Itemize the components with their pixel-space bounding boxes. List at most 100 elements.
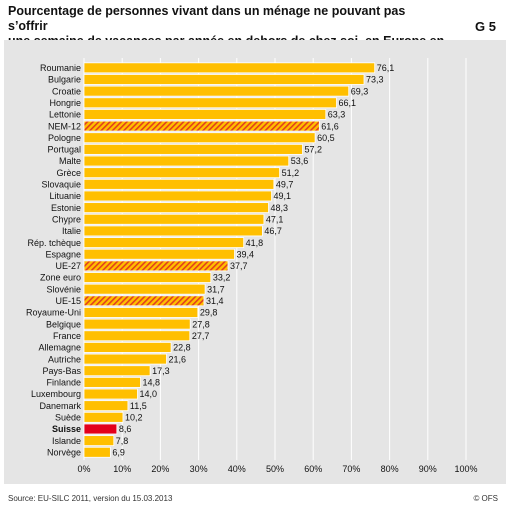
category-label: Malte bbox=[59, 156, 81, 166]
x-tick-label: 70% bbox=[342, 464, 360, 474]
bar bbox=[83, 272, 212, 283]
x-tick-label: 90% bbox=[419, 464, 437, 474]
bar bbox=[83, 283, 206, 295]
value-label: 27,8 bbox=[192, 319, 210, 329]
category-label: Roumanie bbox=[40, 63, 81, 73]
value-label: 31,4 bbox=[206, 296, 224, 306]
bar bbox=[83, 213, 265, 225]
category-label: Finlande bbox=[46, 378, 81, 388]
category-label: Rép. tchèque bbox=[27, 238, 81, 248]
category-label: UE-15 bbox=[55, 296, 81, 306]
bar bbox=[83, 318, 191, 330]
category-label: Royaume-Uni bbox=[26, 308, 81, 318]
category-label: Belgique bbox=[46, 319, 81, 329]
value-label: 41,8 bbox=[246, 238, 264, 248]
value-label: 53,6 bbox=[291, 156, 309, 166]
category-label: Estonie bbox=[51, 203, 81, 213]
bar bbox=[83, 353, 167, 365]
category-label: Pologne bbox=[48, 133, 81, 143]
title-line-1: Pourcentage de personnes vivant dans un … bbox=[8, 4, 406, 33]
bar bbox=[83, 178, 275, 190]
value-label: 14,8 bbox=[143, 378, 161, 388]
bar bbox=[83, 74, 365, 85]
value-label: 33,2 bbox=[213, 273, 231, 283]
x-tick-label: 100% bbox=[454, 464, 477, 474]
x-tick-label: 60% bbox=[304, 464, 322, 474]
category-label: Suède bbox=[55, 413, 81, 423]
bar bbox=[83, 260, 229, 272]
bar bbox=[83, 167, 280, 179]
bar bbox=[83, 330, 191, 342]
bar bbox=[83, 435, 115, 447]
value-label: 49,7 bbox=[276, 180, 294, 190]
bar bbox=[83, 376, 141, 388]
category-label: France bbox=[53, 331, 81, 341]
value-label: 66,1 bbox=[339, 98, 357, 108]
value-label: 73,3 bbox=[366, 75, 384, 85]
bar bbox=[83, 411, 124, 423]
x-tick-label: 80% bbox=[381, 464, 399, 474]
value-label: 47,1 bbox=[266, 214, 284, 224]
value-label: 51,2 bbox=[282, 168, 300, 178]
category-label: Danemark bbox=[39, 401, 81, 411]
bar bbox=[83, 97, 337, 109]
bar-chart: Roumanie 76,1 Bulgarie 73,3 Croatie 69,3 Hongr… bbox=[26, 58, 478, 474]
bar bbox=[83, 225, 263, 237]
copyright-note: © OFS bbox=[473, 494, 498, 503]
value-label: 61,6 bbox=[321, 121, 339, 131]
category-label: Autriche bbox=[48, 354, 81, 364]
value-label: 37,7 bbox=[230, 261, 248, 271]
bar bbox=[83, 109, 327, 120]
value-label: 8,6 bbox=[119, 424, 132, 434]
category-label: Zone euro bbox=[40, 273, 81, 283]
bar bbox=[83, 388, 138, 400]
value-label: 39,4 bbox=[237, 249, 255, 259]
value-label: 21,6 bbox=[169, 354, 187, 364]
category-label: Hongrie bbox=[49, 98, 81, 108]
value-label: 10,2 bbox=[125, 413, 143, 423]
category-label: UE-27 bbox=[55, 261, 81, 271]
value-label: 31,7 bbox=[207, 284, 225, 294]
bar bbox=[83, 446, 111, 458]
x-tick-label: 30% bbox=[190, 464, 208, 474]
bar bbox=[83, 120, 320, 132]
value-label: 69,3 bbox=[351, 86, 369, 96]
value-label: 11,5 bbox=[130, 401, 147, 411]
category-label: Italie bbox=[62, 226, 81, 236]
category-label: Grèce bbox=[56, 168, 81, 178]
value-label: 17,3 bbox=[152, 366, 170, 376]
category-label: Slovénie bbox=[46, 284, 81, 294]
x-tick-label: 0% bbox=[77, 464, 90, 474]
bar bbox=[83, 248, 235, 260]
category-label: Norvège bbox=[47, 447, 81, 457]
x-tick-label: 40% bbox=[228, 464, 246, 474]
category-label: Croatie bbox=[52, 86, 81, 96]
category-label: NEM-12 bbox=[48, 121, 81, 131]
category-label: Lituanie bbox=[49, 191, 81, 201]
chart-frame: Roumanie 76,1 Bulgarie 73,3 Croatie 69,3 Hongr… bbox=[4, 40, 506, 484]
value-label: 14,0 bbox=[139, 389, 157, 399]
value-label: 6,9 bbox=[112, 447, 125, 457]
bar bbox=[83, 237, 245, 248]
value-label: 60,5 bbox=[317, 133, 335, 143]
category-label: Suisse bbox=[52, 424, 81, 434]
value-label: 29,8 bbox=[200, 308, 218, 318]
category-label: Luxembourg bbox=[31, 389, 81, 399]
value-label: 48,3 bbox=[271, 203, 289, 213]
bar bbox=[83, 62, 376, 74]
value-label: 49,1 bbox=[274, 191, 292, 201]
x-tick-label: 50% bbox=[266, 464, 284, 474]
category-label: Pays-Bas bbox=[42, 366, 81, 376]
value-label: 27,7 bbox=[192, 331, 210, 341]
bar bbox=[83, 400, 129, 412]
value-label: 63,3 bbox=[328, 110, 346, 120]
category-label: Allemagne bbox=[38, 343, 81, 353]
category-label: Chypre bbox=[52, 214, 81, 224]
bar bbox=[83, 295, 205, 307]
x-tick-label: 10% bbox=[113, 464, 131, 474]
bar bbox=[83, 202, 269, 214]
bar bbox=[83, 342, 172, 353]
bar bbox=[83, 365, 151, 377]
category-label: Slovaquie bbox=[41, 180, 81, 190]
value-label: 22,8 bbox=[173, 343, 191, 353]
